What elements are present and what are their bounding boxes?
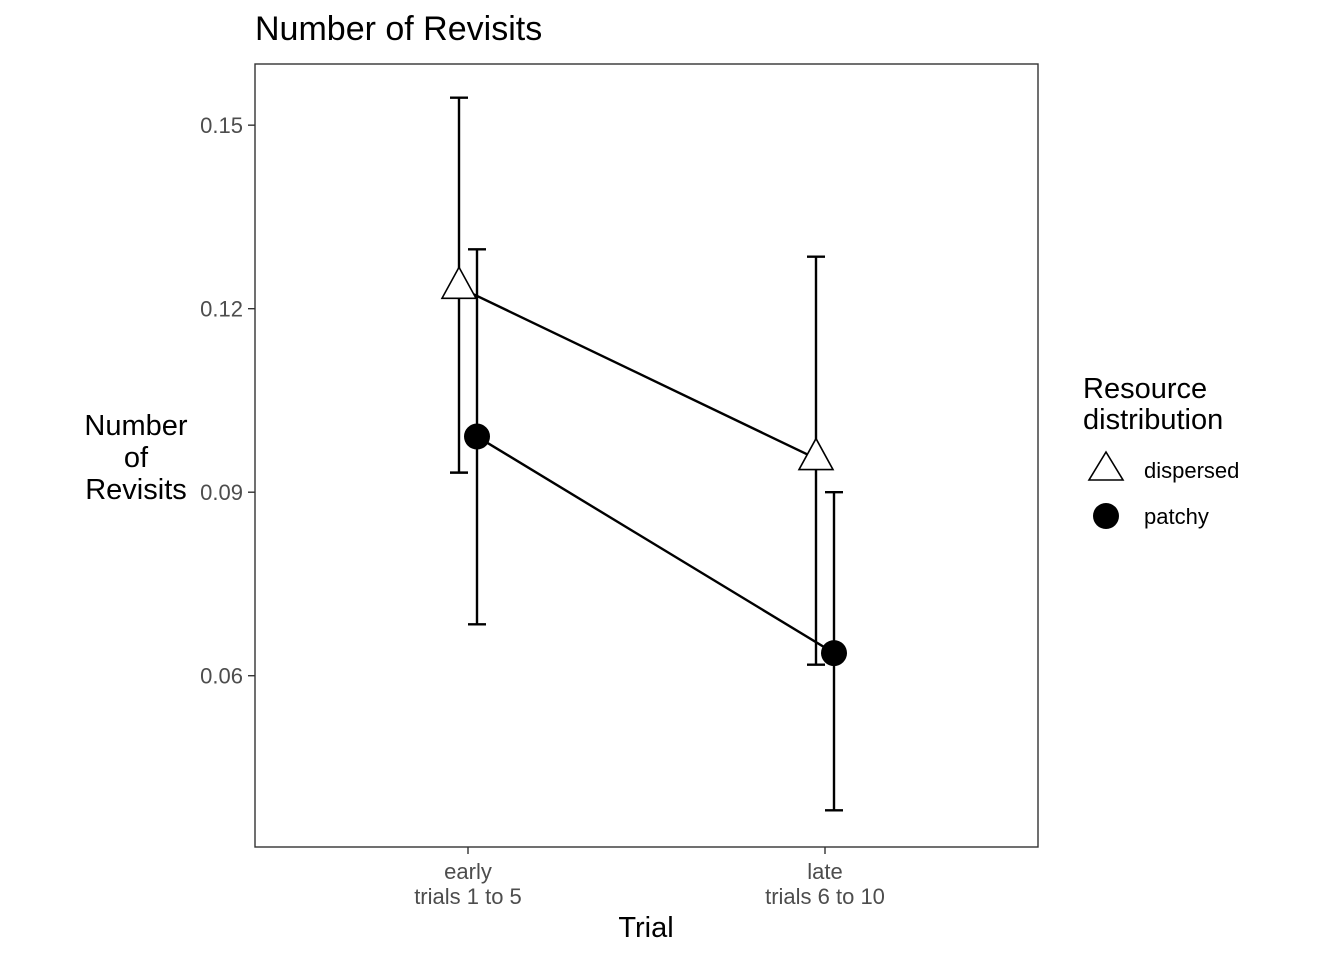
legend-title-line-1: Resource: [1083, 373, 1207, 405]
point-dispersed-1: [797, 436, 835, 471]
plot-panel: [254, 63, 1039, 848]
y-axis-title-line-2: of: [124, 442, 149, 474]
series-patchy: [464, 248, 847, 812]
y-axis: 0.06 0.09 0.12 0.15: [200, 113, 255, 689]
series-line-dispersed: [458, 286, 817, 460]
series-line-patchy: [476, 435, 835, 655]
y-axis-title-line-1: Number: [84, 410, 187, 442]
y-axis-title-line-3: Revisits: [85, 474, 187, 506]
point-patchy-0: [464, 423, 490, 450]
plot-layer: [440, 96, 847, 812]
legend-label-patchy: patchy: [1144, 504, 1209, 529]
legend-label-dispersed: dispersed: [1144, 458, 1239, 483]
x-tick-label-1-line-1: late: [807, 859, 842, 884]
point-dispersed-0: [440, 265, 478, 300]
y-tick-label-1: 0.09: [200, 480, 243, 505]
legend-title-line-2: distribution: [1083, 404, 1223, 436]
series-dispersed: [440, 96, 835, 666]
y-tick-label-0: 0.06: [200, 664, 243, 689]
legend-key-dispersed-triangle-icon: [1087, 450, 1125, 481]
legend: Resource distribution dispersed patchy: [1083, 373, 1239, 529]
y-tick-label-3: 0.15: [200, 113, 243, 138]
legend-key-patchy-circle-icon: [1093, 503, 1119, 529]
point-patchy-1: [821, 640, 847, 667]
x-tick-label-1-line-2: trials 6 to 10: [765, 884, 885, 909]
chart-title: Number of Revisits: [255, 10, 542, 48]
y-tick-label-2: 0.12: [200, 297, 243, 322]
x-tick-label-0-line-1: early: [444, 859, 492, 884]
x-axis-title: Trial: [618, 912, 673, 944]
x-tick-label-0-line-2: trials 1 to 5: [414, 884, 522, 909]
